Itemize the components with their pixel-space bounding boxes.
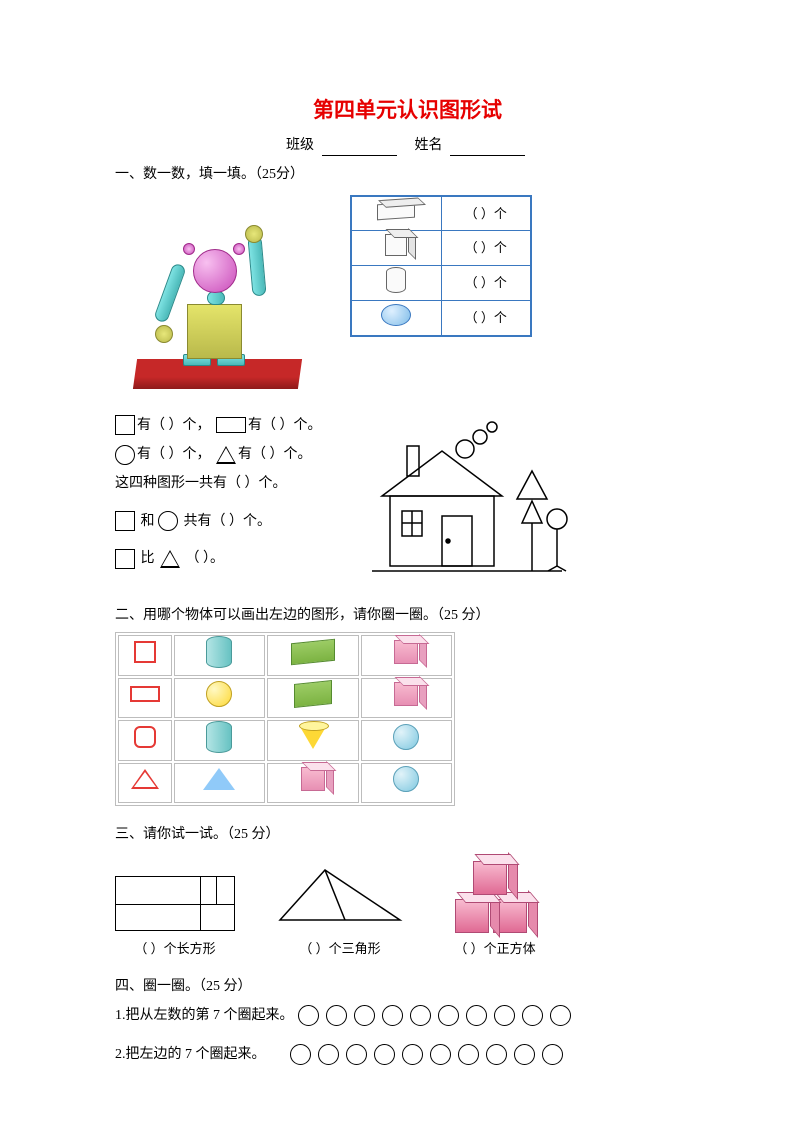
square-icon xyxy=(115,549,135,569)
circle-row[interactable] xyxy=(290,1044,563,1065)
shape-count-table: （ ）个 （ ）个 （ ）个 （ ）个 xyxy=(350,195,532,337)
circle-icon xyxy=(115,445,135,465)
text: （ ）。 xyxy=(186,551,225,566)
circle-item[interactable] xyxy=(550,1005,571,1026)
q3-triangles: （ ）个三角形 xyxy=(275,865,405,958)
square-icon xyxy=(115,415,135,435)
class-label: 班级 xyxy=(286,138,314,153)
q2-heading: 二、用哪个物体可以画出左边的图形，请你圈一圈。（25 分） xyxy=(115,605,700,626)
text: 共有（ ）个。 xyxy=(184,514,272,529)
q1b-text: 有（ ）个， 有（ ）个。 有（ ）个， 有（ ）个。 这四种图形一共有（ ）个… xyxy=(115,411,322,574)
circle-icon xyxy=(158,511,178,531)
triangle-icon xyxy=(160,550,180,568)
label: （ ）个三角形 xyxy=(275,939,405,959)
target-rectangle xyxy=(130,686,160,702)
text: 2.把左边的 7 个圈起来。 xyxy=(115,1044,266,1065)
target-circle xyxy=(134,726,156,748)
q2-table xyxy=(115,632,455,806)
q4-line1: 1.把从左数的第 7 个圈起来。 xyxy=(115,1005,700,1026)
circle-item[interactable] xyxy=(402,1044,423,1065)
circle-item[interactable] xyxy=(486,1044,507,1065)
q4-line2: 2.把左边的 7 个圈起来。 xyxy=(115,1044,700,1065)
circle-item[interactable] xyxy=(326,1005,347,1026)
option-sphere[interactable] xyxy=(393,766,419,792)
cuboid-icon xyxy=(377,201,415,220)
square-icon xyxy=(115,511,135,531)
text: 有（ ）个。 xyxy=(248,418,322,433)
option-sphere[interactable] xyxy=(206,681,232,707)
circle-item[interactable] xyxy=(298,1005,319,1026)
circle-item[interactable] xyxy=(382,1005,403,1026)
cell-blank[interactable]: （ ）个 xyxy=(441,301,531,336)
option-cone[interactable] xyxy=(299,725,327,749)
circle-item[interactable] xyxy=(318,1044,339,1065)
rectangle-icon xyxy=(216,417,246,433)
circle-item[interactable] xyxy=(522,1005,543,1026)
circle-item[interactable] xyxy=(494,1005,515,1026)
option-cube[interactable] xyxy=(394,640,418,664)
option-cube[interactable] xyxy=(301,767,325,791)
circle-item[interactable] xyxy=(514,1044,535,1065)
text: 比 xyxy=(141,551,155,566)
label: （ ）个长方形 xyxy=(115,939,235,959)
text: 有（ ）个， xyxy=(137,447,211,462)
cylinder-icon xyxy=(386,267,406,293)
circle-item[interactable] xyxy=(430,1044,451,1065)
name-blank[interactable] xyxy=(450,155,525,156)
circle-item[interactable] xyxy=(438,1005,459,1026)
page-title: 第四单元认识图形试 xyxy=(115,95,700,127)
cell-blank[interactable]: （ ）个 xyxy=(441,231,531,266)
circle-item[interactable] xyxy=(410,1005,431,1026)
circle-item[interactable] xyxy=(542,1044,563,1065)
q4-heading: 四、圈一圈。（25 分） xyxy=(115,976,700,997)
option-sphere[interactable] xyxy=(393,724,419,750)
circle-item[interactable] xyxy=(458,1044,479,1065)
option-cylinder[interactable] xyxy=(206,721,232,753)
cube-icon xyxy=(385,234,407,256)
target-triangle xyxy=(131,769,159,789)
header-line: 班级 姓名 xyxy=(115,135,700,156)
option-cuboid[interactable] xyxy=(294,680,332,708)
circle-item[interactable] xyxy=(374,1044,395,1065)
sphere-icon xyxy=(381,304,411,326)
robot-figure xyxy=(115,191,320,401)
option-cuboid[interactable] xyxy=(291,638,335,665)
q3-rectangles: （ ）个长方形 xyxy=(115,876,235,959)
cell-blank[interactable]: （ ）个 xyxy=(441,266,531,301)
text: 和 xyxy=(141,514,155,529)
text: 有（ ）个。 xyxy=(238,447,312,462)
option-cylinder[interactable] xyxy=(206,636,232,668)
cell-blank[interactable]: （ ）个 xyxy=(441,196,531,231)
house-figure xyxy=(362,411,572,591)
q3-heading: 三、请你试一试。（25 分） xyxy=(115,824,700,845)
option-prism[interactable] xyxy=(203,768,235,790)
label: （ ）个正方体 xyxy=(445,939,545,959)
circle-item[interactable] xyxy=(466,1005,487,1026)
circle-item[interactable] xyxy=(354,1005,375,1026)
text: 这四种图形一共有（ ）个。 xyxy=(115,469,322,498)
class-blank[interactable] xyxy=(322,155,397,156)
triangle-icon xyxy=(216,446,236,464)
q3-cubes: （ ）个正方体 xyxy=(445,855,545,959)
circle-item[interactable] xyxy=(290,1044,311,1065)
circle-item[interactable] xyxy=(346,1044,367,1065)
q1-heading: 一、数一数，填一填。（25分） xyxy=(115,164,700,185)
option-cube[interactable] xyxy=(394,682,418,706)
circle-row[interactable] xyxy=(298,1005,571,1026)
target-square xyxy=(134,641,156,663)
text: 1.把从左数的第 7 个圈起来。 xyxy=(115,1005,294,1026)
text: 有（ ）个， xyxy=(137,418,211,433)
name-label: 姓名 xyxy=(415,138,443,153)
